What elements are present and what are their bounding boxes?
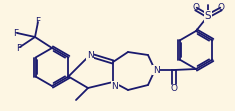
Text: S: S [205, 11, 211, 21]
Text: N: N [153, 65, 159, 74]
Text: F: F [13, 29, 19, 38]
Text: F: F [35, 17, 41, 26]
Text: F: F [16, 44, 22, 53]
Text: O: O [192, 3, 200, 12]
Text: O: O [171, 83, 177, 92]
Text: N: N [112, 81, 118, 90]
Text: O: O [218, 3, 224, 12]
Text: N: N [87, 51, 93, 59]
